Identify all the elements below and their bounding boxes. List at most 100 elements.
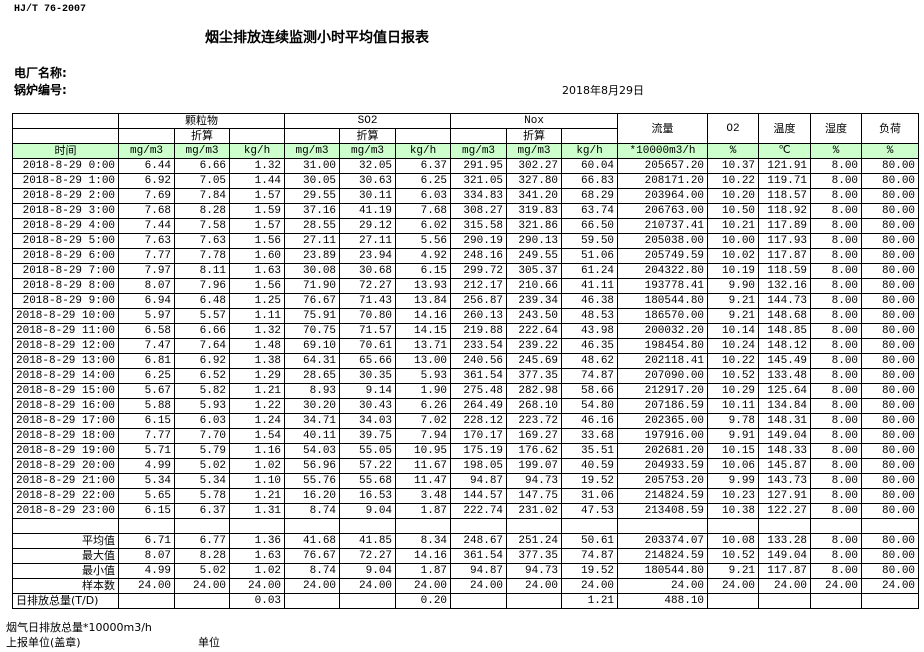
header-row-groups: 颗粒物 SO2 Nox 流量 O2 温度 湿度 负荷 xyxy=(11,113,920,144)
blank-cell xyxy=(11,518,120,534)
value-cell: 7.77 xyxy=(118,248,176,264)
value-cell: 118.92 xyxy=(758,203,812,219)
value-cell: 1.44 xyxy=(229,173,286,189)
value-cell: 202365.00 xyxy=(617,413,709,429)
value-cell: 1.31 xyxy=(229,503,286,519)
value-cell: 268.10 xyxy=(506,398,563,414)
value-cell: 39.75 xyxy=(339,428,397,444)
value-cell: 248.16 xyxy=(450,248,508,264)
blank-cell xyxy=(174,518,231,534)
value-cell: 1.02 xyxy=(229,563,286,579)
value-cell: 377.35 xyxy=(506,548,563,564)
value-cell: 290.19 xyxy=(450,233,508,249)
standard-code: HJ/T 76-2007 xyxy=(14,4,87,15)
value-cell: 6.52 xyxy=(174,368,231,384)
value-cell: 1.63 xyxy=(229,263,286,279)
time-cell: 2018-8-29 6:00 xyxy=(11,248,120,264)
value-cell: 9.99 xyxy=(707,473,760,489)
value-cell: 6.37 xyxy=(174,503,231,519)
value-cell: 8.00 xyxy=(810,338,863,354)
value-cell: 5.79 xyxy=(174,443,231,459)
value-cell: 6.92 xyxy=(174,353,231,369)
header-blank xyxy=(229,128,286,144)
value-cell: 222.74 xyxy=(450,503,508,519)
value-cell: 8.00 xyxy=(810,218,863,234)
value-cell: 30.11 xyxy=(339,188,397,204)
value-cell: 9.91 xyxy=(707,428,760,444)
value-cell: 1.59 xyxy=(229,203,286,219)
value-cell: 8.07 xyxy=(118,278,176,294)
value-cell: 144.73 xyxy=(758,293,812,309)
value-cell: 8.00 xyxy=(810,488,863,504)
value-cell: 249.55 xyxy=(506,248,563,264)
value-cell: 1.10 xyxy=(229,473,286,489)
value-cell: 204933.59 xyxy=(617,458,709,474)
value-cell: 8.00 xyxy=(810,293,863,309)
value-cell: 47.53 xyxy=(561,503,619,519)
value-cell: 61.24 xyxy=(561,263,619,279)
value-cell: 8.00 xyxy=(810,548,863,564)
summary-label: 日排放总量(T/D) xyxy=(11,593,120,609)
value-cell: 24.00 xyxy=(450,578,508,594)
value-cell: 80.00 xyxy=(861,308,920,324)
value-cell: 74.87 xyxy=(561,368,619,384)
value-cell xyxy=(810,593,863,609)
value-cell: 8.34 xyxy=(395,533,452,549)
value-cell: 204322.80 xyxy=(617,263,709,279)
value-cell: 5.93 xyxy=(395,368,452,384)
value-cell: 0.20 xyxy=(395,593,452,609)
value-cell: 74.87 xyxy=(561,548,619,564)
table-row: 2018-8-29 8:00 8.07 7.96 1.56 71.90 72.27 13.9… xyxy=(11,278,920,294)
time-cell: 2018-8-29 22:00 xyxy=(11,488,120,504)
value-cell: 361.54 xyxy=(450,368,508,384)
header-converted: 折算 xyxy=(506,128,563,144)
value-cell: 119.71 xyxy=(758,173,812,189)
value-cell: 321.86 xyxy=(506,218,563,234)
value-cell: 7.58 xyxy=(174,218,231,234)
value-cell: 7.02 xyxy=(395,413,452,429)
value-cell: 35.51 xyxy=(561,443,619,459)
value-cell: 58.66 xyxy=(561,383,619,399)
value-cell: 7.97 xyxy=(118,263,176,279)
value-cell: 5.97 xyxy=(118,308,176,324)
value-cell: 80.00 xyxy=(861,248,920,264)
table-row: 2018-8-29 20:00 4.99 5.02 1.02 56.96 57.22 11.… xyxy=(11,458,920,474)
header-converted: 折算 xyxy=(174,128,231,144)
value-cell: 10.23 xyxy=(707,488,760,504)
table-row: 2018-8-29 1:00 6.92 7.05 1.44 30.05 30.63 6.25… xyxy=(11,173,920,189)
report-table: 颗粒物 SO2 Nox 流量 O2 温度 湿度 负荷 折算 折算 折算 时间 m… xyxy=(11,113,920,609)
time-cell: 2018-8-29 2:00 xyxy=(11,188,120,204)
value-cell: 180544.80 xyxy=(617,563,709,579)
summary-label: 样本数 xyxy=(11,578,120,594)
value-cell: 29.12 xyxy=(339,218,397,234)
value-cell: 275.48 xyxy=(450,383,508,399)
value-cell: 1.56 xyxy=(229,233,286,249)
value-cell: 377.35 xyxy=(506,368,563,384)
value-cell: 243.50 xyxy=(506,308,563,324)
table-row: 2018-8-29 12:00 7.47 7.64 1.48 69.10 70.61 13.… xyxy=(11,338,920,354)
table-row: 2018-8-29 11:00 6.58 6.66 1.32 70.75 71.57 14.… xyxy=(11,323,920,339)
time-cell: 2018-8-29 5:00 xyxy=(11,233,120,249)
value-cell: 1.87 xyxy=(395,563,452,579)
value-cell xyxy=(284,593,341,609)
value-cell: 8.00 xyxy=(810,188,863,204)
value-cell: 5.02 xyxy=(174,563,231,579)
value-cell: 10.08 xyxy=(707,533,760,549)
value-cell: 8.00 xyxy=(810,563,863,579)
value-cell: 213408.59 xyxy=(617,503,709,519)
value-cell: 34.71 xyxy=(284,413,341,429)
value-cell: 31.00 xyxy=(284,158,341,174)
value-cell: 248.67 xyxy=(450,533,508,549)
time-cell: 2018-8-29 20:00 xyxy=(11,458,120,474)
value-cell: 6.58 xyxy=(118,323,176,339)
value-cell: 9.04 xyxy=(339,503,397,519)
reporting-unit-label: 上报单位(盖章) xyxy=(6,636,81,649)
unit-cell: mg/m3 xyxy=(118,143,176,159)
value-cell xyxy=(450,593,508,609)
value-cell: 1.57 xyxy=(229,188,286,204)
value-cell: 80.00 xyxy=(861,458,920,474)
value-cell: 4.99 xyxy=(118,563,176,579)
value-cell: 24.00 xyxy=(229,578,286,594)
value-cell: 143.73 xyxy=(758,473,812,489)
value-cell: 202681.20 xyxy=(617,443,709,459)
